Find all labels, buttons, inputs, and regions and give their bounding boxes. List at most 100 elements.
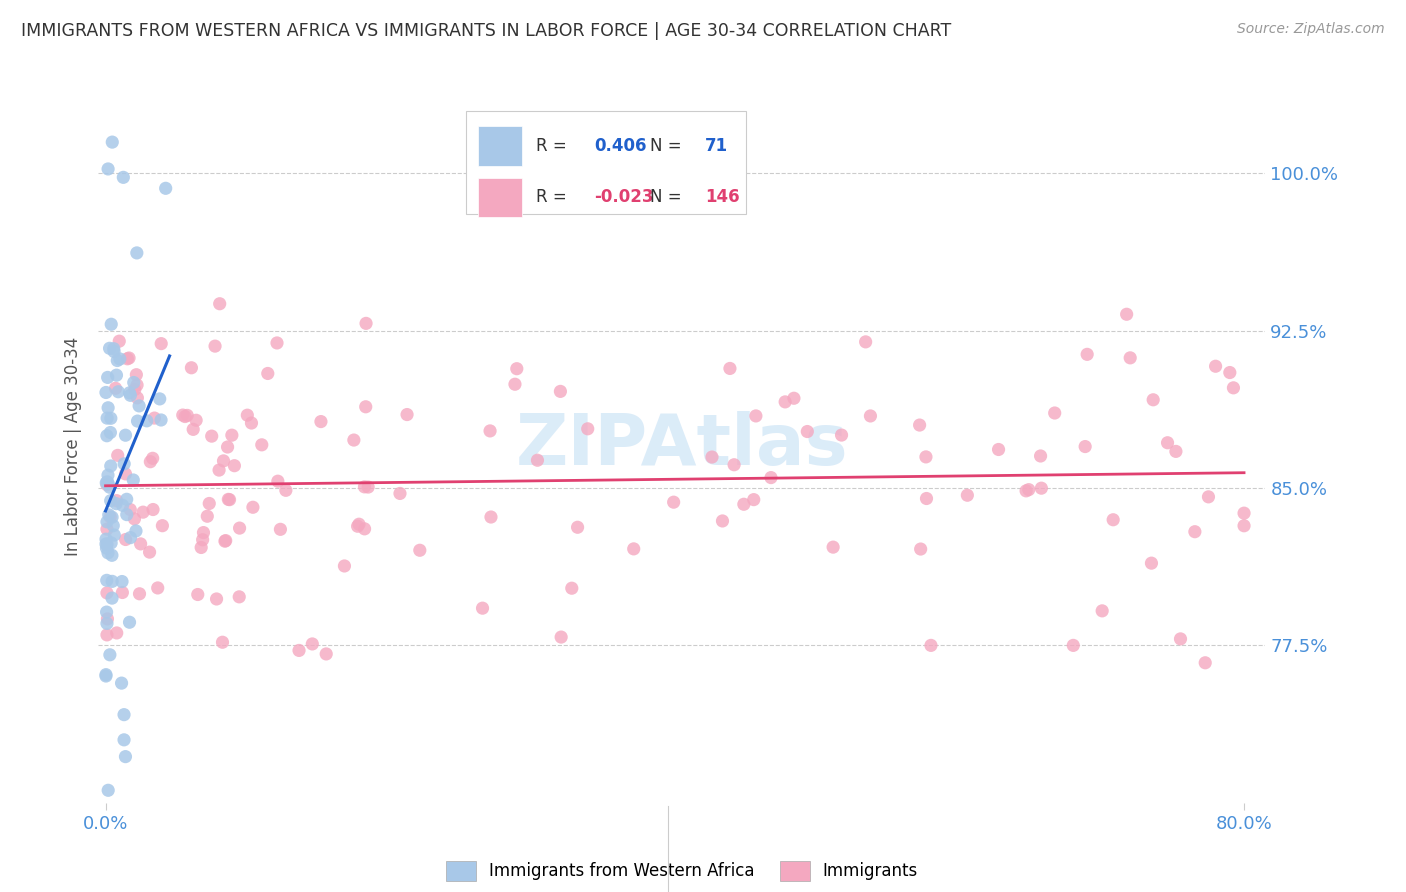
Point (1222, 381, 1244, 395)
Point (101, 549, 124, 563)
Point (987, 442, 1010, 457)
Point (1194, 656, 1216, 670)
Point (217, 492, 239, 507)
Point (240, 416, 263, 430)
Point (256, 367, 278, 381)
Point (96, 612, 118, 626)
Point (150, 413, 173, 427)
Point (94, 532, 117, 546)
Point (138, 545, 160, 559)
Point (94, 385, 117, 400)
Point (96, 574, 118, 588)
Point (208, 463, 231, 477)
Point (733, 497, 755, 511)
Point (301, 637, 323, 651)
Point (269, 522, 291, 536)
Point (94, 537, 117, 551)
Point (346, 519, 368, 533)
Point (150, 336, 173, 351)
Point (97, 508, 120, 522)
Point (96, 541, 118, 555)
FancyBboxPatch shape (478, 178, 522, 217)
Point (142, 502, 165, 516)
Point (127, 414, 149, 428)
Point (333, 558, 356, 573)
Point (97, 546, 120, 560)
Point (567, 520, 589, 534)
Point (343, 433, 366, 447)
Point (184, 413, 207, 427)
Point (550, 630, 572, 644)
Point (114, 749, 136, 764)
Point (111, 585, 134, 599)
Point (97, 468, 120, 483)
Point (135, 414, 157, 428)
Point (1043, 406, 1066, 420)
Point (1119, 351, 1142, 365)
Point (198, 496, 221, 510)
Point (105, 497, 128, 511)
Point (718, 361, 741, 376)
Point (124, 512, 146, 526)
Point (96, 605, 118, 619)
Point (129, 537, 152, 551)
Point (191, 533, 214, 547)
Point (118, 351, 141, 365)
Point (104, 381, 127, 395)
Point (100, 458, 122, 473)
Point (190, 541, 212, 555)
Point (172, 408, 194, 422)
Text: IMMIGRANTS FROM WESTERN AFRICA VS IMMIGRANTS IN LABOR FORCE | AGE 30-34 CORRELAT: IMMIGRANTS FROM WESTERN AFRICA VS IMMIGR… (21, 22, 952, 40)
Y-axis label: In Labor Force | Age 30-34: In Labor Force | Age 30-34 (65, 336, 83, 556)
Point (823, 540, 845, 554)
Text: N =: N = (651, 137, 688, 155)
Point (783, 391, 806, 405)
Point (503, 377, 526, 392)
Text: N =: N = (651, 188, 688, 206)
Point (236, 408, 259, 422)
Point (100, 318, 122, 332)
Point (174, 409, 197, 424)
Point (354, 317, 377, 331)
Point (796, 425, 818, 439)
Point (1205, 359, 1227, 374)
Point (112, 732, 135, 747)
Point (506, 361, 529, 376)
Text: ZIPAtlas: ZIPAtlas (516, 411, 848, 481)
Point (479, 510, 502, 524)
Point (388, 486, 411, 500)
Point (120, 502, 142, 516)
Point (142, 451, 165, 466)
Point (315, 647, 337, 661)
Point (128, 587, 150, 601)
Point (221, 428, 243, 442)
Point (1198, 490, 1220, 504)
Point (759, 470, 782, 484)
Point (187, 587, 209, 601)
Point (149, 392, 172, 406)
Text: R =: R = (536, 137, 572, 155)
Point (1142, 392, 1164, 407)
Point (114, 428, 136, 442)
Point (250, 438, 273, 452)
Point (114, 467, 136, 481)
Point (471, 601, 494, 615)
Point (205, 592, 228, 607)
Point (181, 422, 204, 436)
Point (1164, 444, 1187, 458)
FancyBboxPatch shape (478, 127, 522, 166)
Point (112, 457, 135, 471)
Point (662, 495, 685, 509)
Point (479, 424, 502, 438)
Text: Source: ZipAtlas.com: Source: ZipAtlas.com (1237, 22, 1385, 37)
Point (920, 639, 942, 653)
Point (150, 518, 173, 533)
Point (217, 440, 239, 454)
Point (1018, 483, 1040, 497)
Point (711, 514, 734, 528)
Point (100, 425, 122, 440)
Point (101, 510, 124, 524)
Point (117, 351, 139, 366)
Point (96, 475, 118, 490)
Point (101, 135, 124, 149)
